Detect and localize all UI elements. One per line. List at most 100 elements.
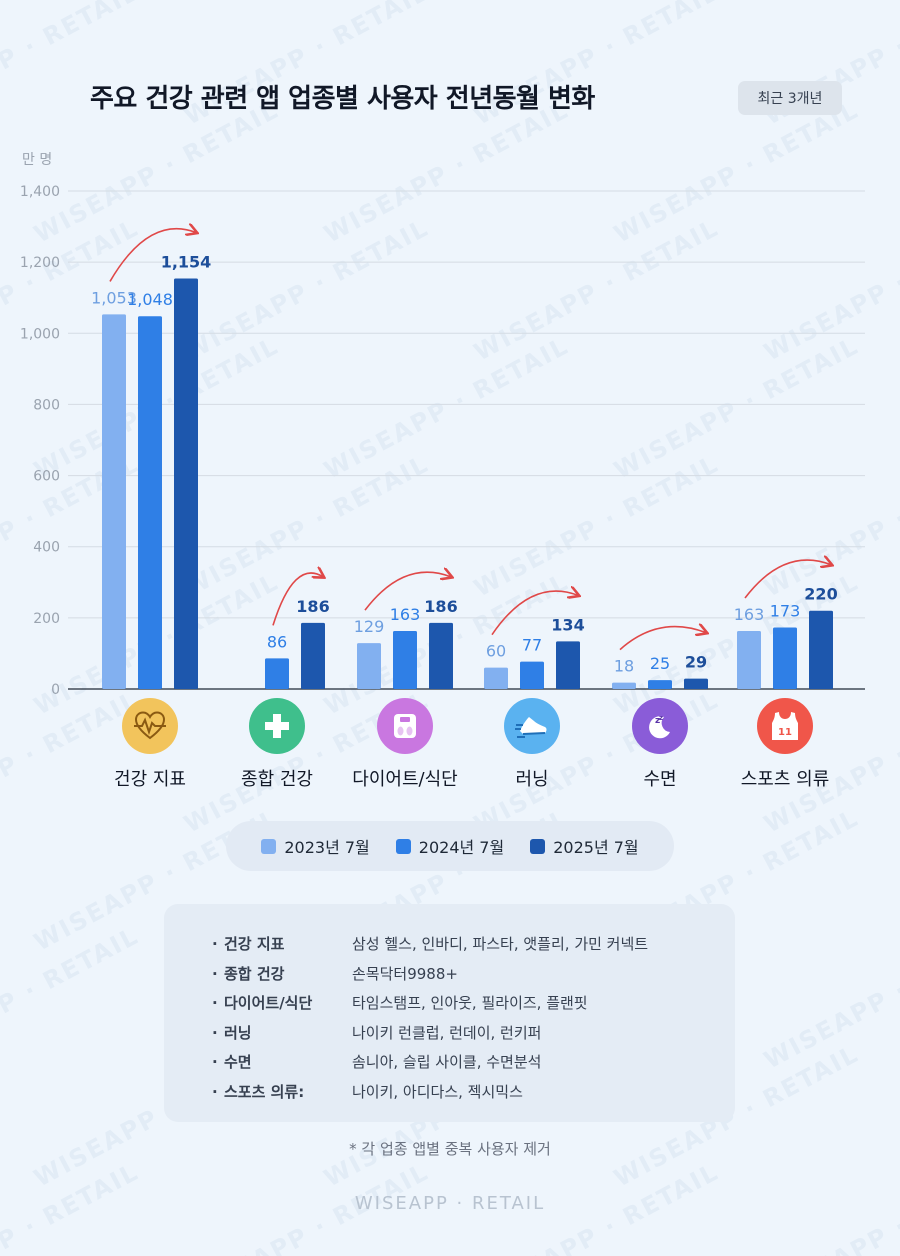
bar-2024 <box>265 658 289 689</box>
growth-arrow <box>109 229 196 282</box>
bar-2023 <box>737 631 761 689</box>
bar-2024 <box>393 631 417 689</box>
note-category-label: 러닝 <box>224 1023 252 1042</box>
data-label: 186 <box>424 597 457 616</box>
bar-2023 <box>357 643 381 689</box>
growth-arrow <box>364 572 451 611</box>
note-apps: 타임스탬프, 인아웃, 필라이즈, 플랜핏 <box>352 994 588 1013</box>
note-row: · 러닝 나이키 런클럽, 런데이, 런키퍼 <box>212 1018 735 1048</box>
y-tick-label: 1,400 <box>20 184 60 200</box>
note-category-label: 다이어트/식단 <box>224 994 313 1013</box>
note-row: · 다이어트/식단 타임스탬프, 인아웃, 필라이즈, 플랜핏 <box>212 988 735 1018</box>
note-category: · 건강 지표 <box>212 933 352 954</box>
category-label: 건강 지표 <box>114 769 186 790</box>
legend-item-2023: 2023년 7월 <box>261 834 370 858</box>
category-item: 다이어트/식단 <box>325 698 485 791</box>
category-app-notes: · 건강 지표 삼성 헬스, 인바디, 파스타, 앳플리, 가민 커넥트 · 종합 … <box>164 904 735 1122</box>
legend-swatch-2025 <box>530 838 546 854</box>
legend-swatch-2023 <box>261 838 277 854</box>
data-label: 1,048 <box>127 290 173 309</box>
y-tick-label: 800 <box>33 397 60 413</box>
legend-item-2024: 2024년 7월 <box>395 834 505 858</box>
data-label: 1,053 <box>91 288 137 307</box>
y-tick-label: 1,200 <box>20 255 60 271</box>
bar-2023 <box>102 314 126 689</box>
category-item: 11 스포츠 의류 <box>705 698 865 791</box>
note-bullet: · <box>212 964 218 983</box>
note-apps: 손목닥터9988+ <box>352 964 458 983</box>
data-label: 86 <box>267 632 287 651</box>
jersey-icon: 11 <box>757 698 813 754</box>
watermark-text: WISEAPP · RETAIL <box>759 922 900 1075</box>
data-label: 1,154 <box>161 253 212 272</box>
bar-2024 <box>138 316 162 689</box>
y-tick-label: 600 <box>33 469 60 485</box>
bar-2025 <box>429 622 453 689</box>
note-row: · 종합 건강 손목닥터9988+ <box>212 959 735 989</box>
note-bullet: · <box>212 994 218 1013</box>
data-label: 29 <box>685 653 707 672</box>
category-label: 러닝 <box>515 769 549 790</box>
growth-arrow <box>744 560 831 599</box>
note-category-label: 건강 지표 <box>224 935 285 954</box>
svg-text:z: z <box>659 714 663 722</box>
category-label: 종합 건강 <box>241 769 313 790</box>
legend-label-2023: 2023년 7월 <box>284 838 370 857</box>
note-row: · 건강 지표 삼성 헬스, 인바디, 파스타, 앳플리, 가민 커넥트 <box>212 929 735 959</box>
category-item: z z 수면 <box>580 698 740 791</box>
note-apps: 나이키 런클럽, 런데이, 런키퍼 <box>352 1023 542 1042</box>
brand-logo-text: WISEAPP · RETAIL <box>354 1193 546 1214</box>
bar-2025 <box>556 641 580 689</box>
data-label: 18 <box>614 657 634 676</box>
svg-text:11: 11 <box>778 727 792 738</box>
legend-label-2024: 2024년 7월 <box>418 838 505 857</box>
category-label: 다이어트/식단 <box>352 769 458 790</box>
category-label: 스포츠 의류 <box>740 769 830 790</box>
data-label: 77 <box>522 636 542 655</box>
legend-item-2025: 2025년 7월 <box>530 834 639 858</box>
growth-arrow <box>272 573 323 626</box>
bar-2023 <box>612 682 636 689</box>
note-apps: 나이키, 아디다스, 젝시믹스 <box>352 1082 523 1101</box>
data-label: 163 <box>734 605 765 624</box>
running-shoe-icon <box>504 698 560 754</box>
data-label: 25 <box>650 654 670 673</box>
scale-icon <box>377 698 433 754</box>
data-label: 173 <box>770 601 801 620</box>
note-category: · 다이어트/식단 <box>212 992 352 1013</box>
page-title: 주요 건강 관련 앱 업종별 사용자 전년동월 변화 <box>90 84 595 114</box>
note-bullet: · <box>212 1082 218 1101</box>
category-item: 러닝 <box>452 698 612 791</box>
data-label: 220 <box>804 585 837 604</box>
note-category-label: 스포츠 의류: <box>224 1082 305 1101</box>
period-badge: 최근 3개년 <box>738 81 842 115</box>
bar-2024 <box>648 680 672 689</box>
legend-swatch-2024 <box>395 838 411 854</box>
y-tick-label: 1,000 <box>20 326 60 342</box>
category-item: 건강 지표 <box>70 698 230 791</box>
bar-2023 <box>484 667 508 689</box>
note-bullet: · <box>212 1053 218 1072</box>
bar-2024 <box>773 627 797 689</box>
data-label: 163 <box>390 605 421 624</box>
bar-2025 <box>174 278 198 689</box>
y-tick-label: 0 <box>51 682 60 698</box>
footnote: * 각 업종 앱별 중복 사용자 제거 <box>349 1140 551 1158</box>
bar-2025 <box>301 622 325 689</box>
y-axis-unit: 만 명 <box>22 152 53 168</box>
growth-arrow <box>619 627 706 651</box>
bar-2025 <box>809 610 833 689</box>
note-category: · 러닝 <box>212 1022 352 1043</box>
note-bullet: · <box>212 1023 218 1042</box>
note-apps: 삼성 헬스, 인바디, 파스타, 앳플리, 가민 커넥트 <box>352 935 649 954</box>
y-tick-label: 400 <box>33 540 60 556</box>
data-label: 60 <box>486 642 506 661</box>
note-bullet: · <box>212 935 218 954</box>
note-category: · 스포츠 의류: <box>212 1081 352 1102</box>
legend: 2023년 7월 2024년 7월 2025년 7월 <box>226 821 674 871</box>
note-row: · 수면 솜니아, 슬립 사이클, 수면분석 <box>212 1047 735 1077</box>
svg-text:z: z <box>655 716 660 726</box>
watermark-text: WISEAPP · RETAIL <box>0 921 144 1075</box>
